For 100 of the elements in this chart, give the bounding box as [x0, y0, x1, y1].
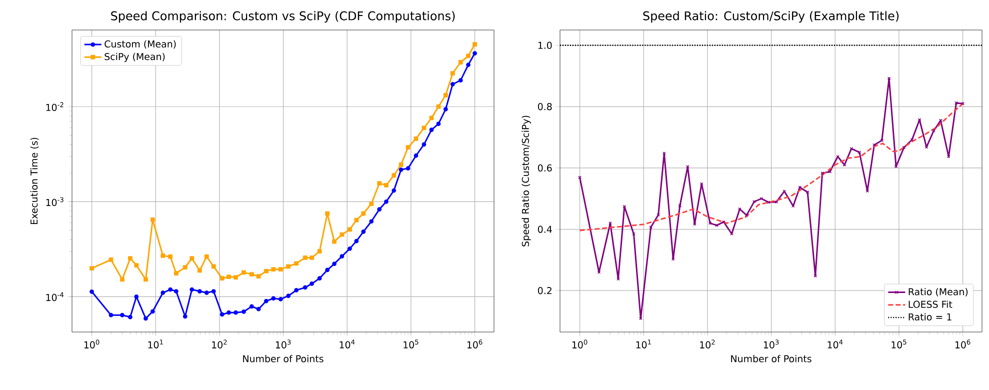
point: [369, 219, 374, 224]
point: [174, 271, 178, 276]
point: [211, 264, 216, 269]
point: [369, 202, 374, 206]
point: [472, 51, 477, 56]
point: [340, 254, 344, 258]
x-tick-label: 10$^{4}$: [340, 340, 355, 348]
x-tick-label: 10$^{3}$: [276, 340, 291, 348]
x-tick-label: 10$^{6}$: [955, 340, 970, 348]
point: [649, 225, 653, 229]
point: [946, 154, 950, 158]
point: [715, 224, 718, 227]
point: [361, 229, 366, 234]
point: [377, 181, 382, 186]
y-axis-title: Execution Time (s): [30, 138, 39, 224]
point: [700, 182, 704, 186]
point: [150, 309, 155, 314]
point: [406, 145, 410, 150]
x-tick-label: 10$^{5}$: [892, 340, 906, 348]
point: [377, 207, 382, 212]
point: [182, 265, 188, 270]
point: [271, 296, 276, 301]
point: [144, 316, 148, 321]
point: [220, 276, 224, 281]
x-tick-label: 10$^{6}$: [467, 340, 482, 348]
x-tick-label: 10$^{5}$: [404, 340, 418, 348]
point: [144, 277, 148, 282]
point: [264, 268, 268, 274]
point: [436, 104, 441, 109]
x-axis-title: Number of Points: [243, 354, 324, 362]
point: [894, 164, 898, 168]
point: [458, 78, 463, 83]
point: [256, 274, 261, 278]
point: [354, 218, 359, 222]
point: [174, 289, 178, 294]
point: [443, 92, 448, 98]
point: [348, 246, 352, 251]
chart-title: Speed Ratio: Custom/SciPy (Example Title): [643, 11, 899, 23]
point: [348, 227, 352, 232]
point: [211, 289, 216, 294]
y-tick-label: 10$^{-2}$: [46, 102, 64, 112]
point: [226, 310, 231, 315]
point: [392, 173, 396, 178]
point: [820, 172, 824, 175]
point: [286, 294, 291, 298]
x-tick-label: 10$^{3}$: [764, 340, 779, 348]
point: [317, 249, 322, 254]
y-tick-label: 10$^{-4}$: [46, 292, 64, 302]
point: [887, 76, 891, 80]
point: [310, 282, 314, 286]
point: [458, 60, 463, 64]
x-tick-label: 10$^{0}$: [84, 340, 100, 348]
point: [880, 138, 884, 142]
point: [234, 275, 238, 280]
point: [242, 270, 246, 275]
point: [332, 239, 336, 244]
point: [656, 213, 660, 217]
point: [242, 310, 246, 314]
point: [204, 254, 209, 259]
point: [325, 211, 330, 216]
point: [406, 166, 410, 171]
point: [450, 82, 455, 86]
point: [814, 274, 818, 278]
y-axis-title: Speed Ratio (Custom/SciPy): [522, 116, 531, 246]
point: [398, 167, 404, 172]
point: [250, 272, 254, 276]
point: [384, 183, 388, 188]
y-tick-label: 0.2: [538, 287, 552, 294]
point: [384, 199, 388, 204]
legend-label: Ratio (Mean): [908, 288, 968, 296]
x-tick-label: 10$^{1}$: [148, 340, 163, 348]
point: [271, 267, 276, 272]
point: [472, 42, 477, 46]
point: [264, 298, 268, 304]
point: [128, 256, 132, 261]
point: [182, 314, 188, 319]
point: [128, 314, 132, 320]
point: [286, 264, 291, 269]
y-tick-label: 1.0: [538, 42, 552, 49]
point: [310, 256, 314, 260]
point: [204, 290, 209, 295]
point: [760, 196, 764, 200]
point: [443, 106, 448, 112]
x-tick-label: 10$^{1}$: [636, 340, 651, 348]
point: [466, 62, 470, 68]
point: [332, 262, 336, 266]
y-tick-label: 0.6: [538, 164, 552, 172]
point: [354, 238, 359, 244]
point: [278, 267, 283, 272]
x-tick-label: 10$^{2}$: [212, 340, 227, 348]
point: [256, 306, 261, 312]
point: [752, 200, 756, 204]
legend-label: LOESS Fit: [908, 300, 952, 308]
y-tick-label: 10$^{-3}$: [46, 197, 64, 206]
x-tick-label: 10$^{2}$: [700, 340, 715, 348]
point: [850, 146, 854, 150]
point: [294, 261, 299, 266]
point: [708, 221, 712, 225]
point: [858, 150, 862, 154]
point: [197, 268, 202, 273]
